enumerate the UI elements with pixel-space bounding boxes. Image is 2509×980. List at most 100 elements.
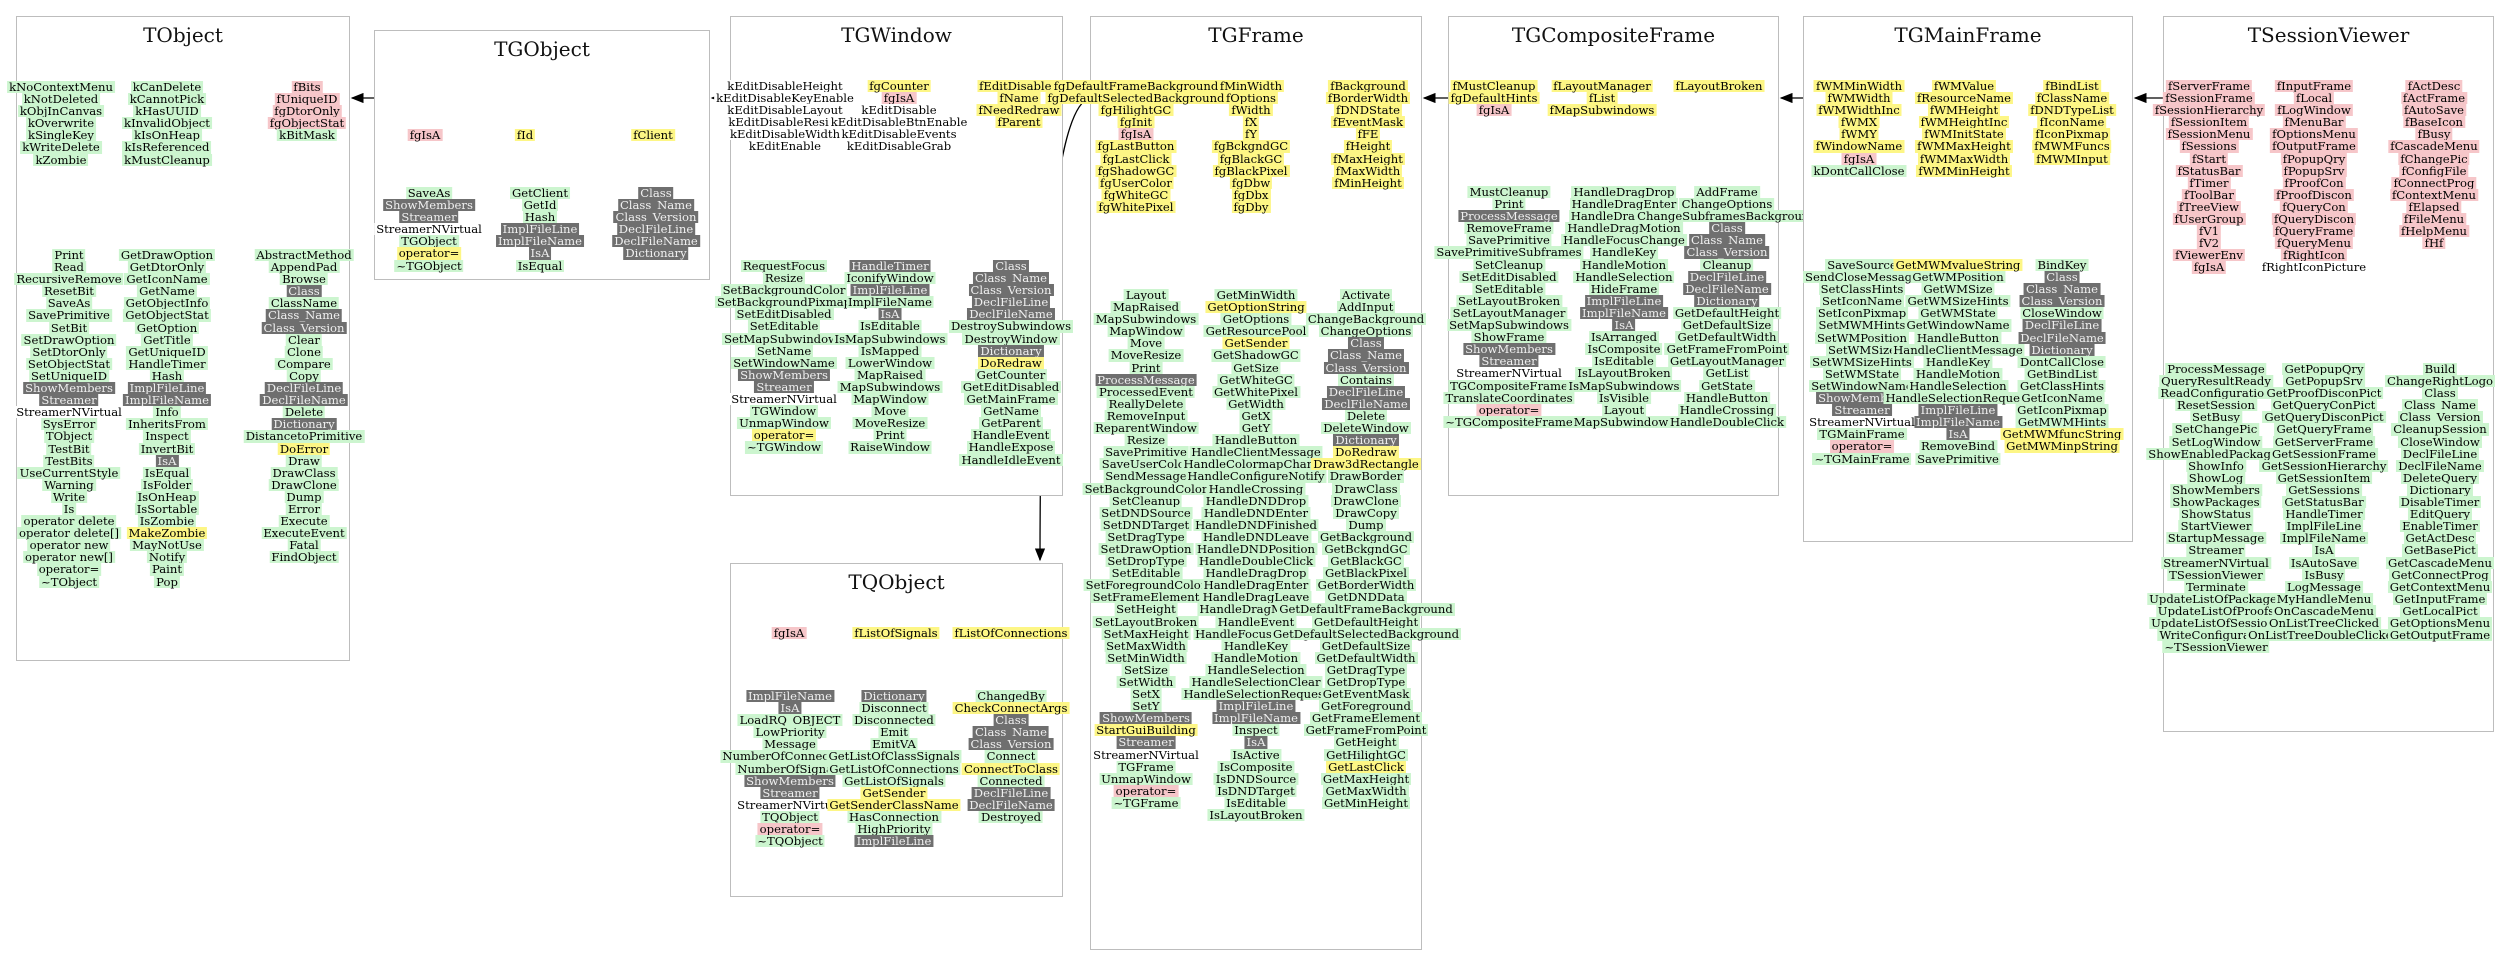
member-label: fgDtorOnly <box>272 104 342 119</box>
method-label: GetClient <box>509 186 571 200</box>
method-label: GetOptionString <box>1205 300 1307 315</box>
class-box-tgframe: TGFrame fgDefaultFrameBackground fgDefault… <box>1045 16 1462 950</box>
member-label: fQueryDiscon <box>2271 212 2357 227</box>
method-label: HandleColormapChange <box>1181 457 1331 472</box>
method-label: Resize <box>762 271 806 286</box>
method-column: AbstractMethod AppendPad Browse Class ClassN… <box>243 249 365 563</box>
member-label: fSessionFrame <box>2163 91 2255 106</box>
method-label: DeleteWindow <box>1321 421 1411 436</box>
method-label: MapSubwindows <box>837 379 943 394</box>
method-label: TranslateCoordinates <box>1443 390 1575 405</box>
method-column: Activate AddInput ChangeBackground ChangeOp… <box>1270 289 1462 809</box>
method-label: GetSessionHierarchy <box>2259 458 2389 473</box>
method-column: Class Class_Name Class_Version DeclFileLine… <box>612 187 700 260</box>
method-label: UpdateListOfProofs <box>2155 603 2277 618</box>
method-label: GetSize <box>1231 360 1281 375</box>
member-label: kOverwrite <box>25 116 97 131</box>
class-title: TSessionViewer <box>2247 23 2410 47</box>
member-label: fWMMinWidth <box>1813 79 1905 93</box>
method-label: ImplFileName <box>1212 711 1300 726</box>
method-label: IsMapSubwindows <box>1566 378 1682 393</box>
method-label: ImplFileName <box>846 295 934 310</box>
method-label: HandleDragEnter <box>1569 197 1679 212</box>
method-label: SaveAs <box>405 186 453 200</box>
method-label: GetDefaultSize <box>1319 638 1413 653</box>
method-label: Class_Name <box>2401 398 2479 413</box>
method-label: GetEventMask <box>1320 687 1412 702</box>
method-label: HideFrame <box>1588 281 1660 296</box>
method-label: HandleKey <box>1589 245 1659 260</box>
method-column: HandleDragDrop HandleDragEnter HandleDragL… <box>1561 186 1687 428</box>
method-label: IsA <box>1612 318 1636 333</box>
method-label: SetChangePic <box>2172 422 2260 437</box>
method-label: HandleClientMessage <box>1189 445 1323 460</box>
method-label: operator new[] <box>23 550 115 565</box>
member-column: fEditDisabled fName fNeedRedraw fParent <box>976 80 1062 128</box>
method-label: GetListOfClassSignals <box>826 749 962 764</box>
member-label: fId <box>514 128 536 142</box>
method-label: Class_Version <box>2397 410 2483 425</box>
member-label: kEditDisableKeyEnable <box>714 91 856 106</box>
method-label: ~TObject <box>39 574 99 589</box>
method-label: ~TGCompositeFrame <box>1443 414 1575 429</box>
method-label: GetBorderWidth <box>1315 578 1417 593</box>
method-label: GetId <box>521 198 559 213</box>
method-label: DeclFileName <box>2018 330 2106 345</box>
member-label: fgObjectStat <box>267 116 347 131</box>
method-label: ImplFileLine <box>854 834 934 849</box>
method-label: MoveResize <box>852 416 928 431</box>
method-label: SetEditDisabled <box>1459 269 1559 284</box>
method-column: GetClient GetId Hash ImplFileLine ImplFileNa… <box>496 187 584 272</box>
member-label: fRightIconPicture <box>2259 260 2369 275</box>
method-label: GetForeground <box>1319 699 1413 714</box>
method-label: ReadConfiguration <box>2158 386 2274 401</box>
member-label: fQueryMenu <box>2275 236 2353 251</box>
method-label: CheckConnectArgs <box>952 701 1070 716</box>
method-label: Class_Name <box>1327 348 1405 363</box>
method-label: Connected <box>977 773 1045 788</box>
method-label: GetLastClick <box>1326 759 1406 774</box>
method-label: RemoveFrame <box>1464 221 1554 236</box>
method-label: ImplFileLine <box>1216 699 1296 714</box>
method-label: SetWMSize <box>1826 342 1898 357</box>
method-label: HandleMotion <box>1579 257 1669 272</box>
method-column: ImplFileName IsA LoadRQ_OBJECT LowPriority M… <box>720 690 860 847</box>
method-label: HandleDoubleClick <box>1667 414 1787 429</box>
method-label: SaveAs <box>45 296 93 311</box>
method-label: HandleDragMotion <box>1565 221 1683 236</box>
member-label: fMWMFuncs <box>2032 139 2112 154</box>
member-label: fBindList <box>2043 79 2101 93</box>
member-label: fIconName <box>2037 115 2107 130</box>
method-label: Dictionary <box>271 417 337 432</box>
member-label: fLayoutManager <box>1551 79 1653 93</box>
member-label: fTreeView <box>2177 199 2241 214</box>
member-label: fgIsA <box>407 128 443 142</box>
method-label: ShowMembers <box>383 198 475 213</box>
method-label: GetList <box>1703 366 1751 381</box>
method-column: Print Read RecursiveRemove ResetBit SaveAs Sa… <box>14 249 124 588</box>
method-label: IsA <box>155 453 179 468</box>
member-label: fOptions <box>1224 91 1278 106</box>
class-title: TGCompositeFrame <box>1511 23 1716 47</box>
method-label: HandleIdleEvent <box>959 452 1063 467</box>
method-label: Streamer <box>1479 354 1539 369</box>
method-label: LoadRQ_OBJECT <box>737 713 843 728</box>
method-label: UpdateListOfSessions <box>2149 615 2283 630</box>
method-label: DontCallClose <box>2018 354 2106 369</box>
method-label: Class_Name <box>617 198 695 213</box>
method-label: Class_Name <box>1688 233 1766 248</box>
member-column: fListOfConnections <box>952 627 1070 639</box>
member-label: kWriteDelete <box>20 140 102 155</box>
method-label: TGWindow <box>749 404 819 419</box>
method-label: Inspect <box>143 429 191 444</box>
method-label: Dictionary <box>861 689 927 703</box>
member-column: fActDesc fActFrame fAutoSave fBaseIcon fBusy… <box>2388 80 2480 249</box>
method-label: HandleCrossing <box>1677 402 1777 417</box>
member-label: fBorderWidth <box>1325 91 1411 106</box>
method-label: SaveUserColor <box>1099 457 1193 472</box>
member-label: fAutoSave <box>2401 103 2467 118</box>
member-label: fHelpMenu <box>2398 224 2470 239</box>
method-label: GetContextMenu <box>2387 579 2493 594</box>
method-label: Disconnected <box>852 713 936 728</box>
